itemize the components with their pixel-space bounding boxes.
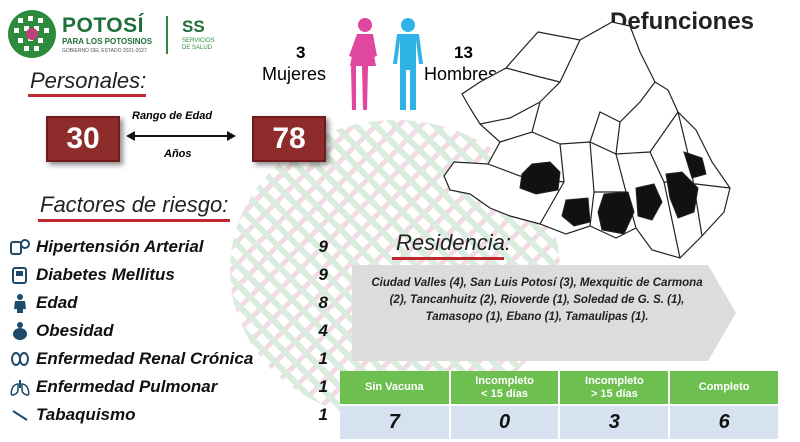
risk-value: 9 bbox=[318, 237, 328, 256]
risk-row: Edad 8 bbox=[8, 290, 328, 316]
table-cell: 7 bbox=[340, 404, 451, 439]
potosi-emblem-icon bbox=[8, 10, 56, 58]
logo-caption: GOBIERNO DEL ESTADO 2021-2027 bbox=[62, 48, 147, 54]
risk-label: Hipertensión Arterial bbox=[36, 237, 204, 256]
mujeres-count: 3 bbox=[296, 43, 306, 62]
risk-row: Tabaquismo 1 bbox=[8, 402, 328, 428]
risk-label: Tabaquismo bbox=[36, 405, 136, 424]
risk-row: Obesidad 4 bbox=[8, 318, 328, 344]
range-unit: Años bbox=[164, 148, 192, 160]
residence-text: Ciudad Valles (4), San Luis Potosí (3), … bbox=[371, 277, 703, 323]
risk-value: 1 bbox=[318, 349, 328, 368]
table-header: Completo bbox=[669, 371, 780, 405]
table-row: 7 0 3 6 bbox=[340, 404, 780, 439]
range-label: Rango de Edad bbox=[132, 110, 213, 122]
mujeres-label: Mujeres bbox=[262, 64, 327, 84]
logo-divider bbox=[166, 16, 168, 54]
risk-label: Obesidad bbox=[36, 321, 114, 340]
risk-row: Hipertensión Arterial 9 bbox=[8, 234, 328, 260]
header-line: Incompleto bbox=[585, 374, 644, 387]
risk-value: 8 bbox=[318, 293, 328, 312]
kidneys-icon bbox=[8, 348, 32, 370]
cigarette-icon bbox=[8, 404, 32, 426]
page-title: Defunciones bbox=[610, 8, 755, 35]
ss-logo-sub1: SERVICIOS bbox=[182, 38, 215, 44]
elderly-person-icon bbox=[8, 292, 32, 314]
female-figure-icon bbox=[349, 18, 377, 110]
logo-subtitle: PARA LOS POTOSINOS bbox=[62, 37, 153, 46]
range-arrow-icon bbox=[126, 131, 236, 141]
factores-underline bbox=[38, 219, 230, 222]
risk-value: 1 bbox=[318, 405, 328, 424]
personales-underline bbox=[28, 94, 146, 97]
table-cell: 3 bbox=[559, 404, 671, 439]
personales-heading: Personales: bbox=[30, 68, 147, 93]
age-min-box: 30 bbox=[46, 116, 120, 162]
risk-label: Diabetes Mellitus bbox=[36, 265, 175, 284]
risk-value: 9 bbox=[318, 265, 328, 284]
table-header: Incompleto < 15 días bbox=[449, 371, 561, 405]
hombres-label: Hombres bbox=[424, 64, 498, 84]
table-cell: 6 bbox=[669, 404, 780, 439]
government-logo bbox=[6, 8, 58, 60]
obese-person-icon bbox=[8, 320, 32, 342]
residencia-heading: Residencia: bbox=[396, 230, 511, 255]
lungs-icon bbox=[8, 376, 32, 398]
male-figure-icon bbox=[393, 18, 423, 110]
table-cell: 0 bbox=[449, 404, 561, 439]
risk-row: Diabetes Mellitus 9 bbox=[8, 262, 328, 288]
ss-logo-title: SS bbox=[182, 17, 205, 36]
table-header: Incompleto > 15 días bbox=[559, 371, 671, 405]
header-line: Incompleto bbox=[475, 374, 534, 387]
vaccination-table: Sin Vacuna Incompleto < 15 días Incomplet… bbox=[340, 371, 780, 439]
age-max-box: 78 bbox=[252, 116, 326, 162]
header-line: > 15 días bbox=[590, 387, 638, 400]
factores-heading: Factores de riesgo: bbox=[40, 192, 229, 217]
ss-logo-sub2: DE SALUD bbox=[182, 45, 213, 51]
risk-value: 1 bbox=[318, 377, 328, 396]
risk-row: Enfermedad Renal Crónica 1 bbox=[8, 346, 328, 372]
risk-label: Enfermedad Renal Crónica bbox=[36, 349, 254, 368]
table-header: Sin Vacuna bbox=[340, 371, 451, 405]
hombres-count: 13 bbox=[454, 43, 473, 62]
state-map bbox=[443, 21, 731, 259]
risk-row: Enfermedad Pulmonar 1 bbox=[8, 374, 328, 400]
risk-value: 4 bbox=[318, 321, 328, 340]
blood-pressure-icon bbox=[8, 236, 32, 258]
logo-title: POTOSÍ bbox=[62, 14, 144, 37]
residencia-underline bbox=[392, 257, 504, 260]
residence-arrow-shape bbox=[352, 265, 736, 361]
header-line: < 15 días bbox=[481, 387, 528, 400]
residence-callout: Ciudad Valles (4), San Luis Potosí (3), … bbox=[352, 265, 736, 361]
glucometer-icon bbox=[8, 264, 32, 286]
risk-label: Enfermedad Pulmonar bbox=[36, 377, 218, 396]
risk-label: Edad bbox=[36, 293, 78, 312]
